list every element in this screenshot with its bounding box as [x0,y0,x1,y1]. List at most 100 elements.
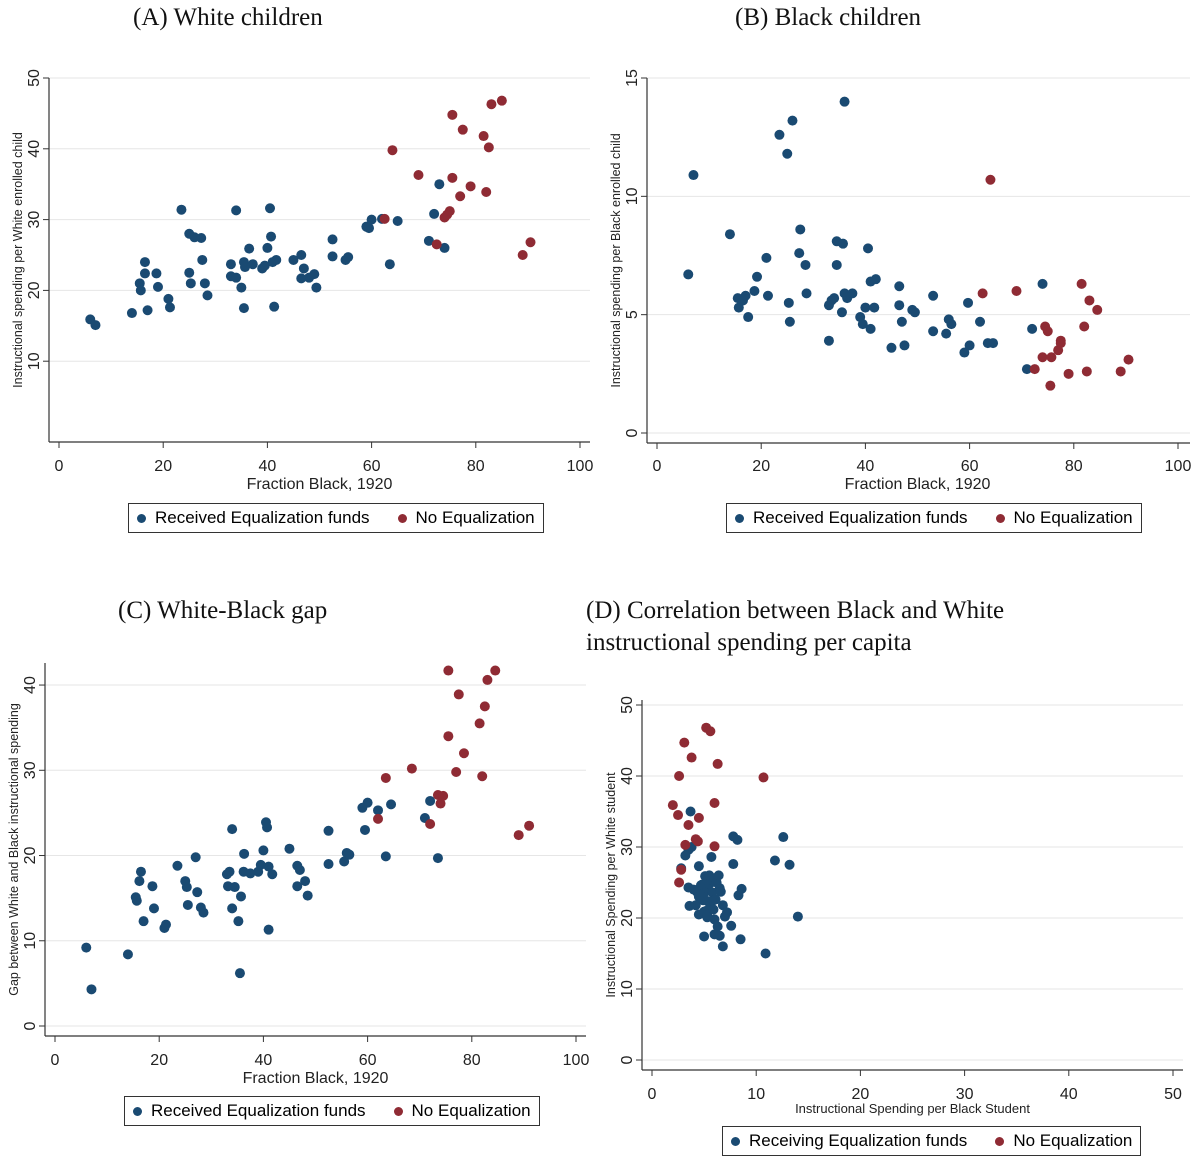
data-point [138,916,149,927]
data-point [749,286,760,296]
data-point [1115,366,1126,377]
data-point [831,259,842,270]
data-point [86,984,97,995]
legend-dot-received [731,1136,740,1146]
data-point [709,841,720,852]
data-point [181,882,192,893]
data-point [235,891,246,902]
legend-b-received-label: Received Equalization funds [753,508,968,527]
data-point [457,124,468,135]
chart-d: 0 10 20 30 40 50 0 10 20 30 40 50 Instructional Spen… [604,696,1183,1116]
data-point [284,843,295,854]
data-point [1029,364,1040,375]
x-tick-label: 80 [1065,458,1083,475]
data-point [444,206,455,217]
data-point [975,316,986,327]
data-point [160,919,171,930]
data-point [474,718,485,729]
data-point [231,205,242,216]
y-tick-label: 10 [624,187,641,205]
data-point [309,269,320,280]
data-point [182,899,193,910]
series-received [683,96,1048,375]
series-no-equalization [373,665,535,841]
data-point [1123,354,1134,365]
data-point [380,772,391,783]
data-point [894,300,905,311]
legend-dot-none [995,513,1005,523]
data-point [176,204,187,215]
data-point [683,269,694,280]
data-point [431,239,442,250]
data-point [674,771,685,781]
data-point [674,877,685,888]
data-point [239,848,250,859]
data-point [135,866,146,877]
data-point [196,233,207,244]
x-tick-label: 0 [55,458,64,475]
data-point [823,335,834,346]
data-point [323,825,334,836]
data-point [524,820,535,831]
y-tick-label: 10 [26,352,43,370]
data-point [148,903,159,914]
data-point [296,250,307,260]
data-point [227,824,238,835]
data-point [894,281,905,292]
legend-d: Receiving Equalization funds No Equaliza… [722,1126,1142,1156]
data-point [680,839,691,850]
series-no-equalization [667,722,769,888]
data-point [946,319,957,330]
data-point [710,894,721,905]
data-point [288,254,299,265]
data-point [327,234,338,245]
x-tick-label: 20 [852,1086,870,1103]
y-tick-label: 20 [619,909,636,927]
legend-a-none-label: No Equalization [415,508,535,527]
data-point [229,882,240,893]
legend-c-none: No Equalization [393,1101,531,1121]
data-point [380,851,391,862]
y-tick-label: 30 [22,761,39,779]
data-point [837,238,848,249]
data-point [197,254,208,265]
data-point [1081,366,1092,377]
data-point [327,251,338,262]
data-point [139,257,150,268]
data-point [724,229,735,240]
legend-b-none-label: No Equalization [1013,508,1133,527]
panel-c-title: (C) White-Black gap [118,597,328,624]
data-point [714,930,725,941]
data-point [685,806,696,817]
data-point [712,921,723,932]
data-point [792,911,803,922]
data-point [152,281,163,292]
x-axis-label: Instructional Spending per Black Student [795,1101,1030,1116]
y-tick-label: 30 [26,211,43,229]
panel-d-title-line2: instructional spending per capita [586,629,912,656]
data-point [269,301,280,312]
x-tick-label: 20 [150,1052,168,1069]
legend-dot-none [397,513,407,523]
data-point [899,340,910,351]
y-axis-label: Instructional Spending per White student [604,772,618,998]
data-point [126,308,137,319]
data-point [928,290,939,301]
data-point [860,302,871,313]
data-point [784,316,795,327]
data-point [481,186,492,197]
data-point [163,293,174,304]
data-point [406,763,417,774]
data-point [870,274,881,285]
x-axis-label: Fraction Black, 1920 [247,476,393,493]
data-point [679,737,690,748]
y-tick-label: 5 [624,310,641,319]
legend-dot-none [995,1136,1005,1146]
data-point [131,895,142,906]
y-axis-label: Instructional spending per Black enrolle… [609,133,623,387]
data-point [676,864,687,875]
data-point [761,252,772,263]
legend-a-received: Received Equalization funds [137,508,370,528]
x-tick-label: 20 [752,458,770,475]
legend-c-received-label: Received Equalization funds [151,1101,366,1120]
